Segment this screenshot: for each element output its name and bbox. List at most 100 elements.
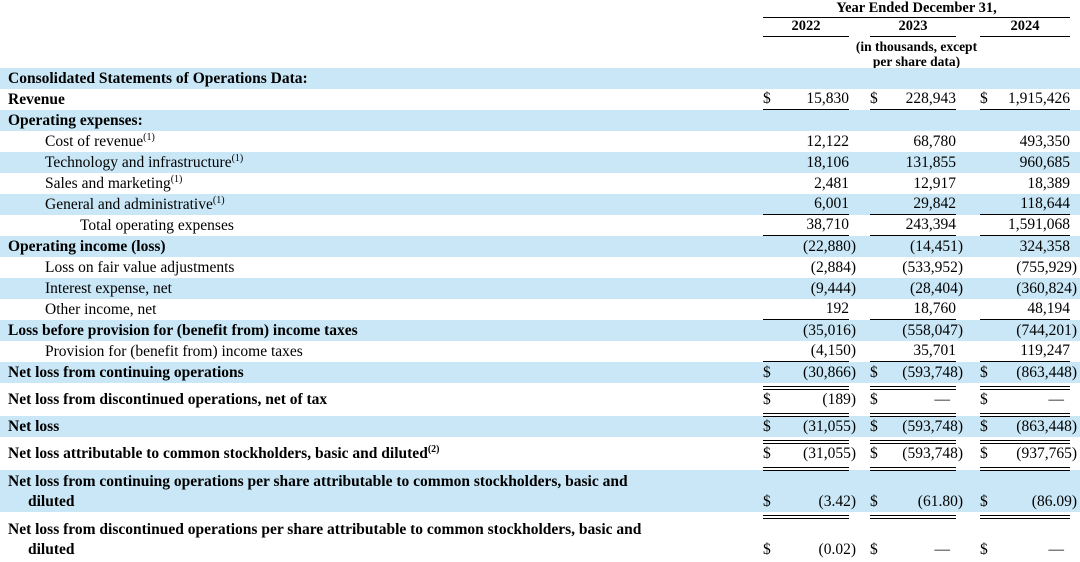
value-text: — [1048, 391, 1065, 408]
value-cell: $ (3.42) [763, 492, 856, 520]
footnote-marker: (2) [427, 443, 440, 455]
value-text: 18,760 [913, 300, 956, 317]
value-cell: (22,880) [763, 237, 856, 257]
row-label-text: Revenue [8, 91, 65, 108]
row-label-text: Provision for (benefit from) income taxe… [45, 343, 303, 360]
row-label: Technology and infrastructure(1) [8, 153, 763, 173]
row-label: Net loss from discontinued operations, n… [8, 390, 763, 410]
value-text: 119,247 [1020, 342, 1070, 359]
value-cell: $ — [870, 540, 956, 560]
row-values: 2,481 12,917 18,389 [763, 174, 1070, 194]
row-values: $ (30,866) $ (593,748) $ (863,448) [763, 363, 1077, 391]
value-cell: $ (189) [763, 390, 856, 418]
value-cell: $ (30,866) [763, 363, 856, 391]
table-row: Revenue $15,830 $228,943 $1,915,426 [0, 89, 1080, 110]
table-row: Net loss from continuing operations $ (30,… [0, 362, 1080, 391]
value-text: (744,201) [1016, 322, 1077, 339]
value-cell: (360,824) [980, 279, 1077, 299]
value-cell: $228,943 [870, 89, 956, 110]
value-cell: 192 [763, 299, 849, 320]
value-text: (593,748) [902, 418, 963, 435]
value-text: — [934, 541, 951, 558]
value-text: 131,855 [905, 154, 956, 171]
value-cell: (28,404) [870, 279, 963, 299]
row-values: $ (0.02) $ — $ — [763, 540, 1070, 560]
dollar-sign: $ [763, 90, 771, 107]
footnote-marker: (1) [170, 173, 183, 185]
value-text: (4,150) [810, 342, 856, 359]
value-cell: 1,591,068 [980, 215, 1070, 236]
row-values: 12,122 68,780 493,350 [763, 132, 1070, 152]
value-text: 1,915,426 [1008, 90, 1070, 107]
row-label-text: Loss on fair value adjustments [45, 259, 235, 276]
table-row: Cost of revenue(1) 12,122 68,780 493,350 [0, 131, 1080, 152]
value-text: 228,943 [905, 90, 956, 107]
units-note: (in thousands, except per share data) [763, 39, 1070, 69]
row-label: Net loss [8, 417, 763, 437]
table-row: Provision for (benefit from) income taxe… [0, 341, 1080, 362]
row-values: 38,710 243,394 1,591,068 [763, 215, 1070, 236]
dollar-sign: $ [870, 541, 878, 558]
value-cell: 35,701 [870, 341, 956, 362]
row-label-text: Total operating expenses [80, 217, 234, 234]
value-cell: (9,444) [763, 279, 856, 299]
row-label: Consolidated Statements of Operations Da… [8, 69, 763, 89]
value-cell: (755,929) [980, 258, 1077, 278]
table-row: Net loss from discontinued operations, n… [0, 389, 1080, 418]
row-values: (4,150) 35,701 119,247 [763, 341, 1070, 362]
table-row: General and administrative(1) 6,001 29,842… [0, 194, 1080, 215]
value-text: 493,350 [1019, 133, 1070, 150]
value-cell: 2,481 [763, 174, 849, 194]
value-text: (22,880) [803, 238, 856, 255]
value-text: (31,055) [803, 418, 856, 435]
value-cell: (2,884) [763, 258, 856, 278]
value-text: (30,866) [803, 364, 856, 381]
value-cell: $ (937,765) [980, 444, 1077, 472]
dollar-sign: $ [763, 391, 771, 408]
row-label-line2: diluted [28, 541, 75, 558]
value-cell: $ (863,448) [980, 363, 1077, 391]
table-header: Year Ended December 31, 2022 2023 2024 (… [763, 1, 1070, 69]
row-values: (9,444) (28,404) (360,824) [763, 279, 1077, 299]
row-values: $ (189) $ — $ — [763, 390, 1070, 418]
row-values: $ (31,055) $ (593,748) $ (863,448) [763, 417, 1077, 445]
dollar-sign: $ [763, 541, 771, 558]
units-note-line2: per share data) [872, 54, 961, 69]
footnote-marker: (1) [231, 152, 244, 164]
dollar-sign: $ [870, 90, 878, 107]
row-values: 18,106 131,855 960,685 [763, 153, 1070, 173]
value-text: (14,451) [910, 238, 963, 255]
table-row: Net loss from continuing operations per … [0, 470, 1080, 520]
value-text: (61.80) [917, 493, 963, 510]
value-cell: 68,780 [870, 132, 956, 152]
row-label-text: Net loss from continuing operations [8, 364, 244, 381]
value-cell: 324,358 [980, 237, 1070, 257]
dollar-sign: $ [980, 541, 988, 558]
dollar-sign: $ [980, 445, 988, 462]
value-text: 18,389 [1027, 175, 1070, 192]
value-cell: (744,201) [980, 321, 1077, 341]
row-label: Operating expenses: [8, 111, 763, 131]
table-row: Interest expense, net (9,444) (28,404) (360… [0, 278, 1080, 299]
dollar-sign: $ [870, 493, 878, 510]
row-label: Net loss attributable to common stockhol… [8, 444, 763, 464]
dollar-sign: $ [763, 445, 771, 462]
year-columns: 2022 2023 2024 [763, 19, 1070, 37]
value-text: (593,748) [902, 364, 963, 381]
value-cell: $ (61.80) [870, 492, 963, 520]
table-row: Operating expenses: [0, 110, 1080, 131]
dollar-sign: $ [980, 418, 988, 435]
table-row: Total operating expenses 38,710 243,394 1,5… [0, 215, 1080, 236]
row-label-line2: diluted [28, 493, 75, 510]
value-cell: $ (31,055) [763, 417, 856, 445]
row-values: $ (3.42) $ (61.80) $ (86.09) [763, 492, 1077, 520]
value-text: (937,765) [1016, 445, 1077, 462]
value-cell: $1,915,426 [980, 89, 1070, 110]
value-cell: (14,451) [870, 237, 963, 257]
value-text: (86.09) [1031, 493, 1077, 510]
row-label-text: Net loss [8, 418, 60, 435]
value-text: 18,106 [806, 154, 849, 171]
dollar-sign: $ [980, 364, 988, 381]
dollar-sign: $ [763, 493, 771, 510]
value-text: 35,701 [913, 342, 956, 359]
